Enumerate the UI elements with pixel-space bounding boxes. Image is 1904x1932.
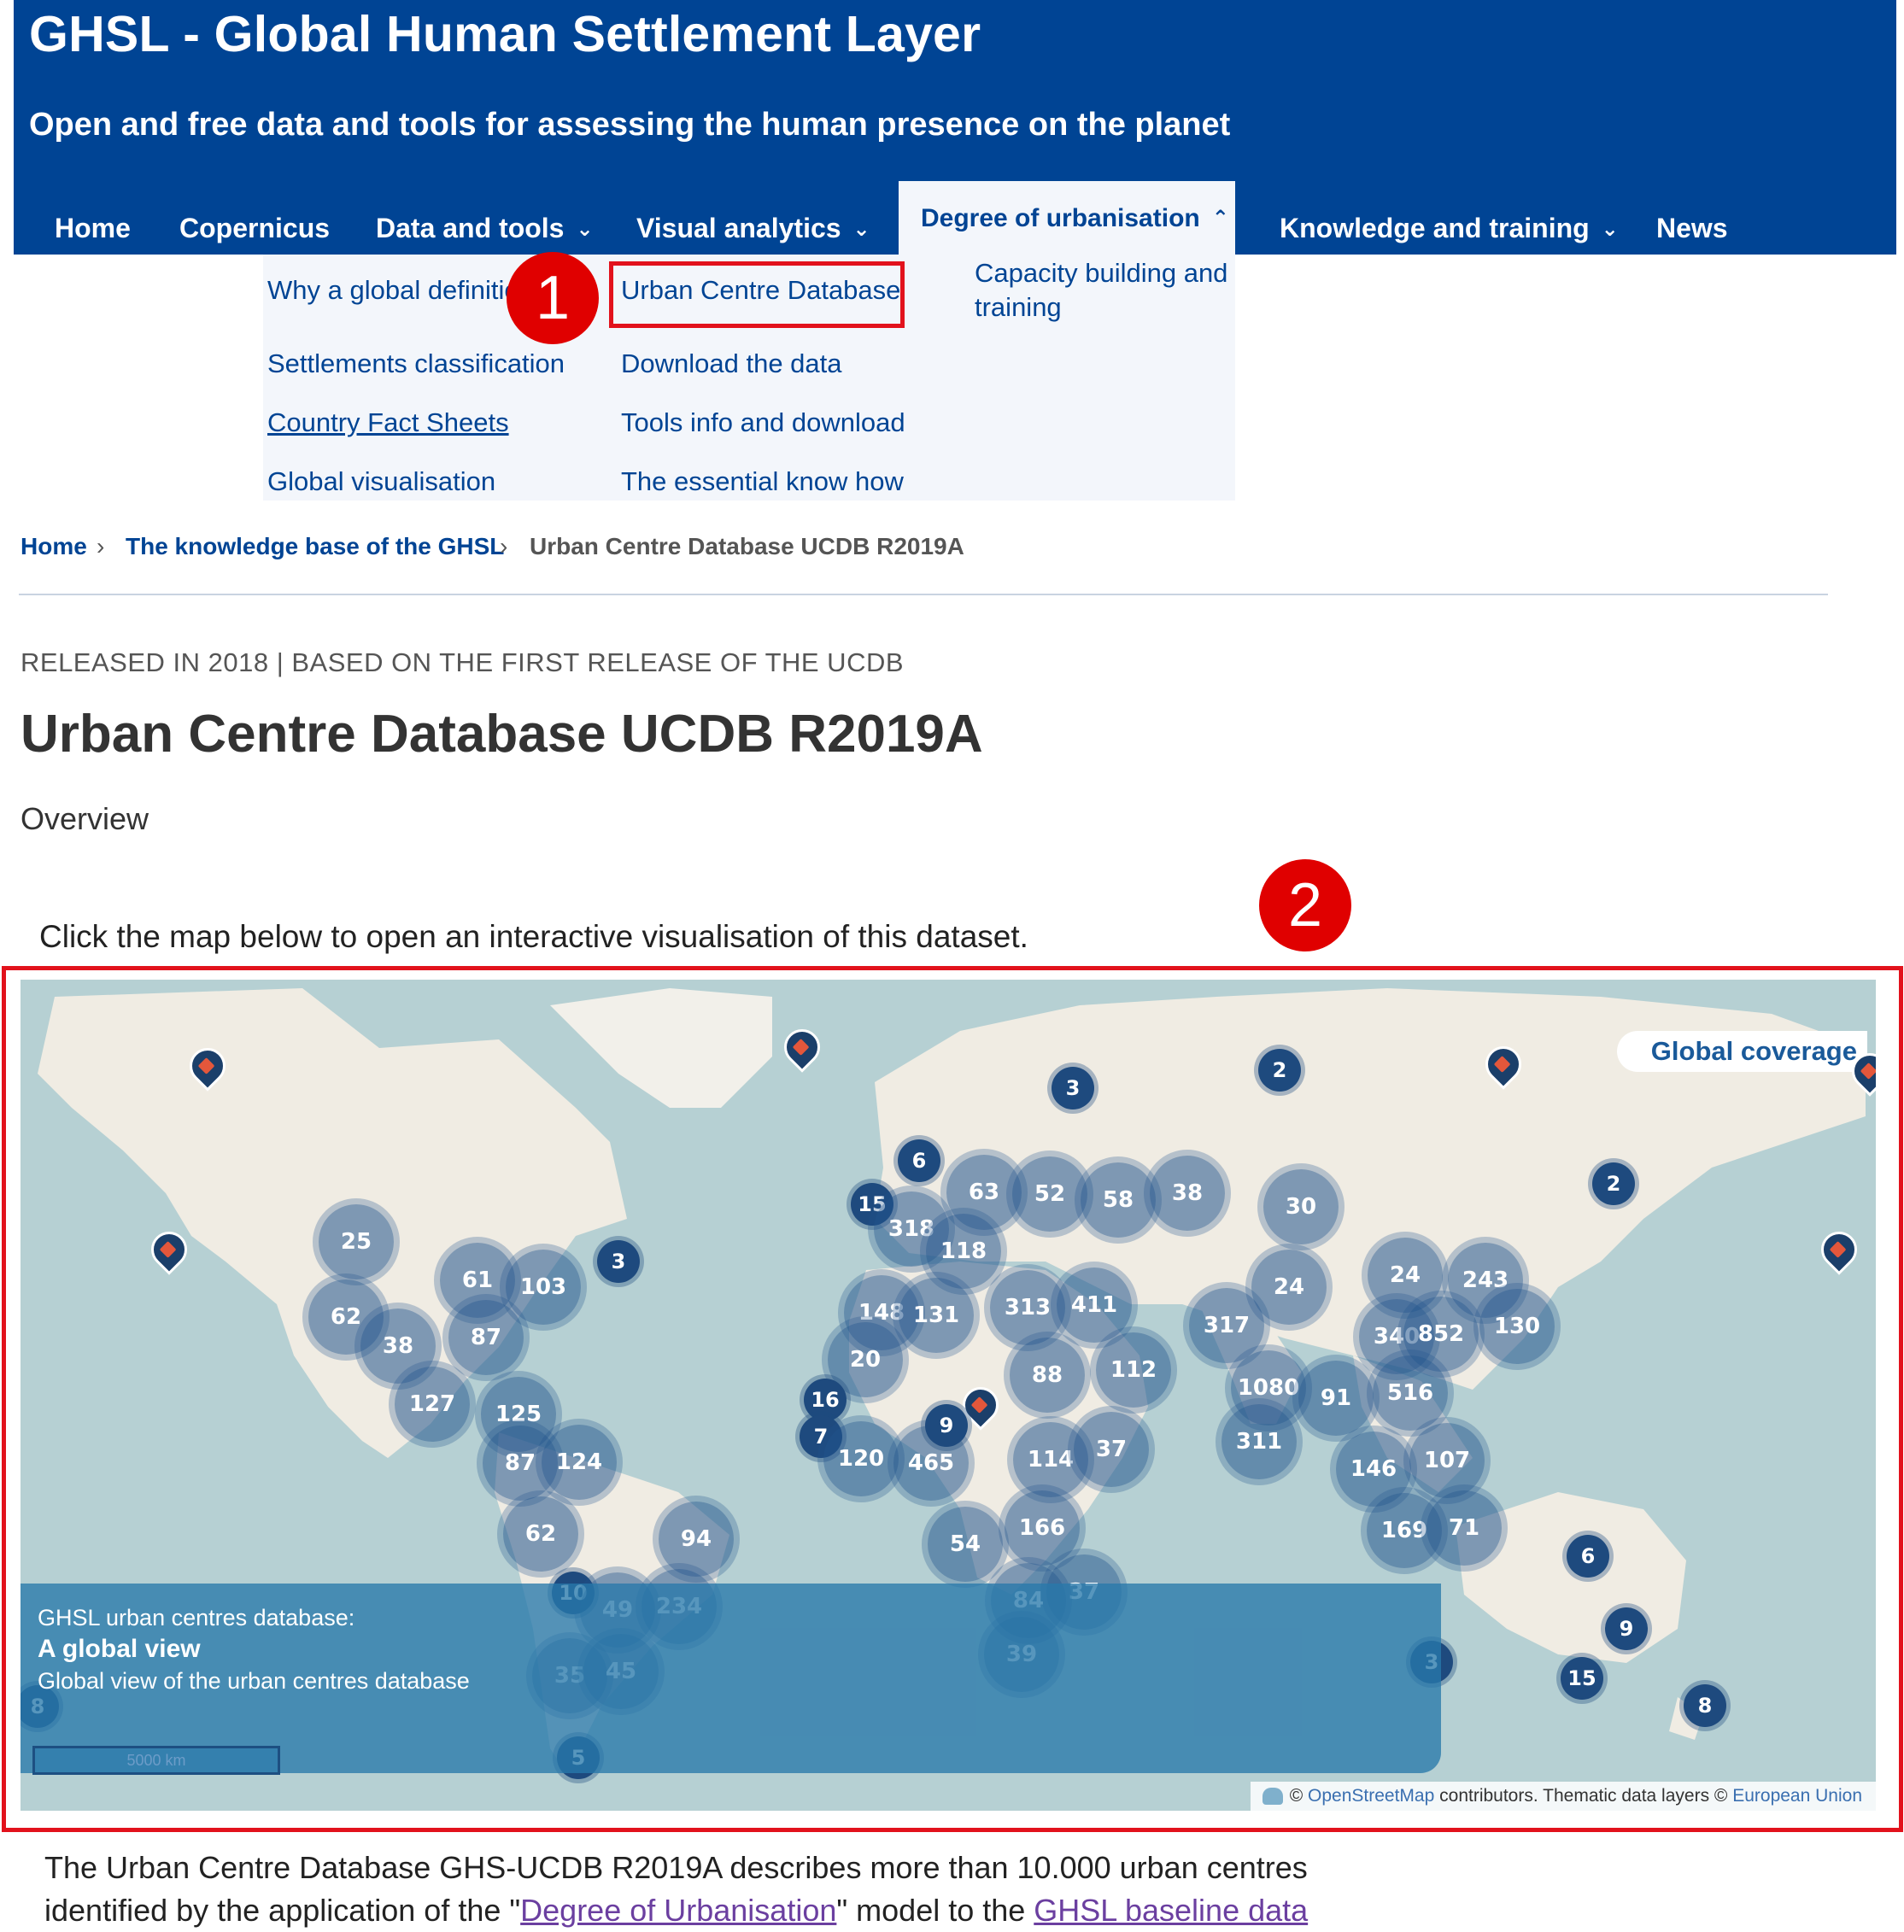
cluster-marker[interactable]: 130: [1479, 1289, 1555, 1364]
info-panel-description: Global view of the urban centres databas…: [38, 1668, 470, 1694]
menu-essential-know-how[interactable]: The essential know how: [621, 466, 904, 496]
overview-label: Overview: [21, 801, 149, 836]
cluster-marker[interactable]: 120: [823, 1421, 899, 1496]
cluster-marker[interactable]: 127: [395, 1367, 470, 1442]
nav-news[interactable]: News: [1656, 213, 1728, 243]
menu-settlements-classification[interactable]: Settlements classification: [267, 348, 565, 378]
cluster-marker[interactable]: 71: [1427, 1490, 1502, 1566]
cluster-marker[interactable]: 62: [503, 1496, 578, 1572]
nav-degree-of-urbanisation[interactable]: [899, 181, 1235, 255]
cluster-marker[interactable]: 2: [1258, 1049, 1301, 1092]
cluster-marker[interactable]: 8: [1684, 1684, 1726, 1727]
description-line-1: The Urban Centre Database GHS-UCDB R2019…: [44, 1850, 1308, 1885]
cluster-marker[interactable]: 131: [899, 1278, 974, 1353]
nav-knowledge-and-training[interactable]: Knowledge and training ⌄: [1280, 209, 1619, 249]
cluster-marker[interactable]: 313: [990, 1270, 1065, 1345]
map-scale-bar: 5000 km: [32, 1746, 280, 1775]
cluster-marker[interactable]: 30: [1263, 1169, 1339, 1244]
chevron-right-icon: ›: [97, 533, 105, 559]
chevron-down-icon: ⌄: [576, 218, 594, 241]
cluster-marker[interactable]: 88: [1010, 1338, 1085, 1413]
info-panel-title: A global view: [38, 1635, 201, 1663]
cluster-marker[interactable]: 54: [928, 1507, 1003, 1582]
info-panel-caption: GHSL urban centres database:: [38, 1605, 355, 1630]
highlight-box-2: [2, 966, 1903, 1832]
menu-urban-centre-database[interactable]: Urban Centre Database: [621, 275, 901, 305]
nav-data-and-tools[interactable]: Data and tools ⌄: [376, 209, 594, 249]
nav-degree-of-urbanisation-label[interactable]: Degree of urbanisation ⌃: [921, 202, 1229, 236]
release-label: RELEASED IN 2018 | BASED ON THE FIRST RE…: [21, 647, 905, 677]
cluster-marker[interactable]: 169: [1367, 1493, 1442, 1568]
cluster-marker[interactable]: 9: [1605, 1607, 1648, 1650]
european-union-link[interactable]: European Union: [1732, 1786, 1862, 1806]
nav-visual-analytics[interactable]: Visual analytics ⌄: [636, 209, 870, 249]
cluster-marker[interactable]: 25: [319, 1204, 394, 1279]
site-subtitle: Open and free data and tools for assessi…: [29, 107, 1231, 143]
highlight-box-1: [609, 261, 905, 328]
breadcrumb-home[interactable]: Home: [21, 533, 87, 559]
global-coverage-label[interactable]: Global coverage: [1616, 1031, 1867, 1072]
cluster-marker[interactable]: 38: [1150, 1156, 1225, 1231]
map-info-panel[interactable]: GHSL urban centres database: A global vi…: [21, 1584, 1441, 1775]
cluster-marker[interactable]: 166: [1005, 1490, 1080, 1566]
ghsl-baseline-data-link[interactable]: GHSL baseline data: [1034, 1893, 1309, 1928]
interactive-map[interactable]: Global coverage 25 61 103 62 38 87 127 1…: [21, 980, 1876, 1811]
cluster-marker[interactable]: 852: [1403, 1297, 1479, 1372]
annotation-badge-2: 2: [1259, 859, 1351, 951]
cluster-marker[interactable]: 94: [659, 1502, 734, 1577]
degree-of-urbanisation-link[interactable]: Degree of Urbanisation: [520, 1893, 837, 1928]
cluster-marker[interactable]: 15: [1561, 1657, 1603, 1700]
divider: [19, 594, 1828, 595]
cluster-marker[interactable]: 52: [1012, 1156, 1087, 1232]
menu-why-global-definition[interactable]: Why a global definition: [267, 275, 524, 305]
menu-country-fact-sheets[interactable]: Country Fact Sheets: [267, 407, 509, 437]
cluster-marker[interactable]: 24: [1251, 1250, 1327, 1325]
mega-menu: [263, 255, 1235, 501]
menu-capacity-building-line2[interactable]: training: [975, 292, 1062, 322]
cluster-marker[interactable]: 103: [506, 1250, 581, 1325]
menu-global-visualisation[interactable]: Global visualisation: [267, 466, 496, 496]
cluster-marker[interactable]: 87: [448, 1300, 524, 1375]
cluster-marker[interactable]: 91: [1298, 1361, 1374, 1436]
openstreetmap-link[interactable]: OpenStreetMap: [1308, 1786, 1435, 1806]
chevron-up-icon: ⌃: [1211, 207, 1229, 230]
map-intro-text: Click the map below to open an interacti…: [39, 919, 1028, 954]
leaflet-icon: [1262, 1788, 1283, 1805]
menu-capacity-building-line1[interactable]: Capacity building and: [975, 258, 1228, 288]
cluster-marker[interactable]: 6: [898, 1139, 940, 1182]
menu-download-the-data[interactable]: Download the data: [621, 348, 842, 378]
cluster-marker[interactable]: 124: [542, 1425, 617, 1500]
cluster-marker[interactable]: 2: [1592, 1162, 1635, 1205]
cluster-marker[interactable]: 63: [946, 1155, 1022, 1230]
nav-copernicus[interactable]: Copernicus: [179, 213, 331, 243]
cluster-marker[interactable]: 107: [1409, 1423, 1485, 1498]
site-title[interactable]: GHSL - Global Human Settlement Layer: [29, 6, 981, 62]
cluster-marker[interactable]: 6: [1567, 1535, 1609, 1578]
menu-tools-info-and-download[interactable]: Tools info and download: [621, 407, 905, 437]
cluster-marker[interactable]: 3: [1052, 1067, 1094, 1109]
cluster-marker[interactable]: 58: [1081, 1162, 1156, 1238]
cluster-marker[interactable]: 317: [1189, 1288, 1264, 1363]
nav-home[interactable]: Home: [55, 213, 131, 243]
chevron-down-icon: ⌄: [1601, 218, 1619, 241]
description-line-2: identified by the application of the "De…: [44, 1893, 1309, 1928]
cluster-marker[interactable]: 411: [1057, 1268, 1132, 1343]
cluster-marker[interactable]: 37: [1074, 1412, 1149, 1487]
cluster-marker[interactable]: 9: [925, 1404, 968, 1447]
map-attribution: © OpenStreetMap contributors. Thematic d…: [1250, 1782, 1876, 1811]
chevron-down-icon: ⌄: [852, 218, 870, 241]
cluster-marker[interactable]: 311: [1221, 1404, 1297, 1479]
chevron-right-icon: ›: [500, 533, 508, 559]
breadcrumb-current: Urban Centre Database UCDB R2019A: [530, 533, 964, 559]
page-title: Urban Centre Database UCDB R2019A: [21, 705, 983, 764]
breadcrumb-knowledge-base[interactable]: The knowledge base of the GHSL: [126, 533, 505, 559]
attribution-text: contributors. Thematic data layers ©: [1439, 1786, 1728, 1806]
annotation-badge-1: 1: [507, 252, 599, 344]
cluster-marker[interactable]: 516: [1373, 1355, 1448, 1431]
cluster-marker[interactable]: 3: [597, 1240, 640, 1283]
cluster-marker[interactable]: 16: [804, 1379, 847, 1421]
cluster-marker[interactable]: 112: [1096, 1332, 1171, 1408]
